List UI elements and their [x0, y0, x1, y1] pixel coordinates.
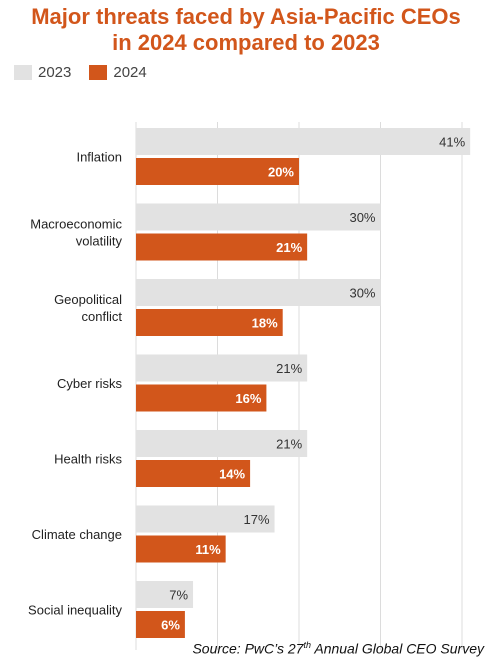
data-label-2023: 17% [244, 512, 270, 527]
legend-swatch-2023 [14, 65, 32, 80]
bar-2023 [136, 505, 275, 533]
chart-legend: 2023 2024 [14, 64, 165, 81]
bar-2024 [136, 611, 185, 638]
data-label-2023: 7% [169, 588, 188, 603]
legend-item-2023: 2023 [14, 64, 71, 81]
bar-2024 [136, 309, 283, 336]
category-label: Macroeconomic volatility [30, 217, 122, 249]
category-label: Social inequality [28, 603, 122, 618]
data-label-2024: 21% [276, 240, 302, 255]
data-label-2023: 41% [439, 135, 465, 150]
data-label-2024: 6% [161, 618, 180, 633]
category-label: Climate change [32, 527, 122, 542]
category-label: Health risks [54, 452, 122, 467]
bar-2024 [136, 384, 267, 412]
legend-label-2024: 2024 [113, 64, 147, 81]
bar-2023 [136, 279, 381, 306]
bar-2024 [136, 460, 251, 487]
bar-2024 [136, 158, 299, 185]
bar-2023 [136, 203, 381, 231]
bar-2023 [136, 581, 194, 608]
legend-item-2024: 2024 [89, 64, 147, 81]
category-label: Cyber risks [57, 376, 123, 391]
data-label-2023: 21% [276, 437, 302, 452]
bar-2024 [136, 233, 308, 261]
data-label-2024: 16% [235, 391, 261, 406]
data-label-2024: 14% [219, 467, 245, 482]
chart-title: Major threats faced by Asia-Pacific CEOs… [0, 4, 492, 56]
category-label: Inflation [76, 150, 122, 165]
bar-2023 [136, 354, 308, 382]
source-text-superscript: th [303, 640, 311, 650]
data-label-2024: 11% [195, 542, 221, 557]
data-label-2023: 21% [276, 361, 302, 376]
source-text-before: Source: PwC’s 27 [192, 640, 304, 657]
data-label-2023: 30% [349, 210, 375, 225]
source-note: Source: PwC’s 27th Annual Global CEO Sur… [192, 640, 484, 657]
bar-2024 [136, 535, 226, 563]
bar-2023 [136, 128, 471, 155]
data-label-2023: 30% [349, 286, 375, 301]
category-label: Geopolitical conflict [54, 292, 122, 324]
chart-title-line-2: in 2024 compared to 2023 [112, 30, 380, 55]
data-label-2024: 18% [252, 316, 278, 331]
source-text-after: Annual Global CEO Survey [310, 640, 484, 657]
legend-label-2023: 2023 [38, 64, 72, 81]
chart-title-line-1: Major threats faced by Asia-Pacific CEOs [31, 4, 461, 29]
data-label-2024: 20% [268, 165, 294, 180]
legend-swatch-2024 [89, 65, 108, 80]
bar-2023 [136, 430, 308, 457]
